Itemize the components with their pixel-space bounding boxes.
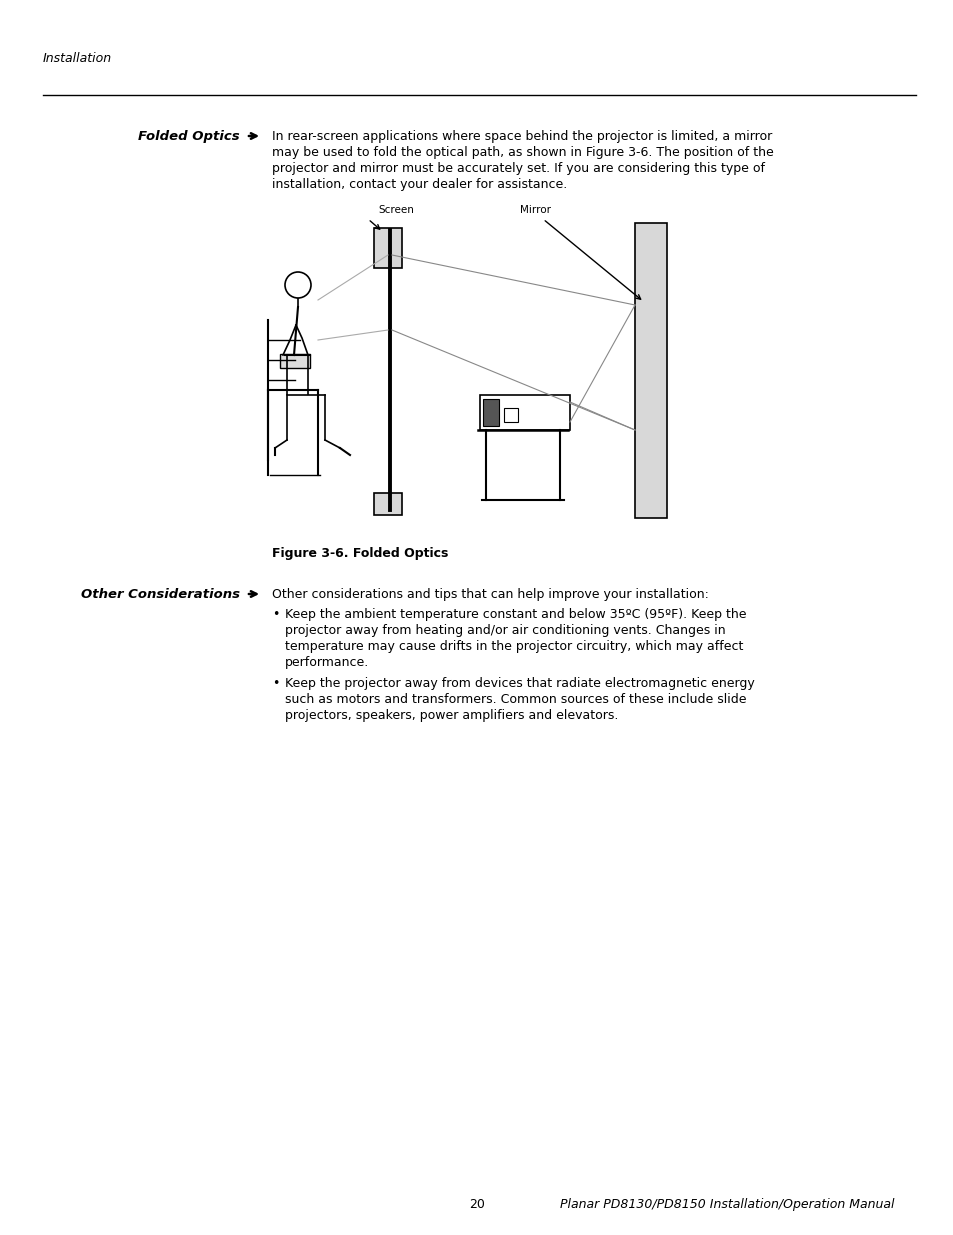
Text: Other considerations and tips that can help improve your installation:: Other considerations and tips that can h… — [272, 588, 708, 601]
Text: such as motors and transformers. Common sources of these include slide: such as motors and transformers. Common … — [285, 693, 745, 706]
Bar — [635, 224, 666, 517]
Text: In rear-screen applications where space behind the projector is limited, a mirro: In rear-screen applications where space … — [272, 130, 771, 143]
Bar — [479, 395, 569, 430]
Text: Planar PD8130/PD8150 Installation/Operation Manual: Planar PD8130/PD8150 Installation/Operat… — [559, 1198, 894, 1212]
Text: Installation: Installation — [43, 52, 112, 65]
Text: projectors, speakers, power amplifiers and elevators.: projectors, speakers, power amplifiers a… — [285, 709, 618, 722]
Text: •: • — [272, 677, 279, 690]
Text: Keep the ambient temperature constant and below 35ºC (95ºF). Keep the: Keep the ambient temperature constant an… — [285, 608, 745, 621]
Text: performance.: performance. — [285, 656, 369, 669]
Text: Screen: Screen — [377, 205, 414, 215]
Circle shape — [285, 272, 311, 298]
Text: 20: 20 — [469, 1198, 484, 1212]
Text: installation, contact your dealer for assistance.: installation, contact your dealer for as… — [272, 178, 567, 191]
Text: projector away from heating and/or air conditioning vents. Changes in: projector away from heating and/or air c… — [285, 624, 725, 637]
Bar — [280, 354, 310, 368]
Bar — [374, 228, 401, 268]
Text: Figure 3-6. Folded Optics: Figure 3-6. Folded Optics — [272, 547, 448, 559]
Bar — [482, 399, 498, 426]
Text: may be used to fold the optical path, as shown in Figure 3-6. The position of th: may be used to fold the optical path, as… — [272, 146, 773, 159]
Text: Keep the projector away from devices that radiate electromagnetic energy: Keep the projector away from devices tha… — [285, 677, 754, 690]
Bar — [374, 493, 401, 515]
Text: •: • — [272, 608, 279, 621]
Text: projector and mirror must be accurately set. If you are considering this type of: projector and mirror must be accurately … — [272, 162, 764, 175]
Text: Other Considerations: Other Considerations — [81, 588, 240, 601]
Bar — [503, 408, 517, 422]
Text: Folded Optics: Folded Optics — [138, 130, 240, 143]
Text: Mirror: Mirror — [519, 205, 551, 215]
Text: temperature may cause drifts in the projector circuitry, which may affect: temperature may cause drifts in the proj… — [285, 640, 742, 653]
